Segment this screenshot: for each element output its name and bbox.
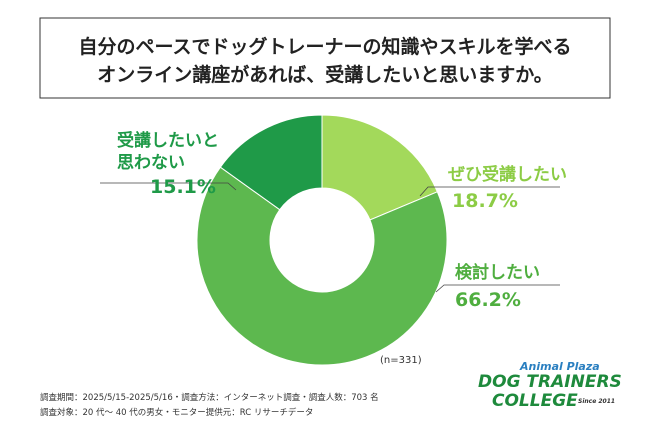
value-label: 18.7%	[452, 190, 518, 212]
leader-line	[435, 284, 560, 293]
title-line: オンライン講座があれば、受講したいと思いますか。	[97, 64, 553, 86]
logo-text: COLLEGE	[492, 391, 578, 411]
category-label: 検討したい	[455, 263, 540, 283]
donut-segment	[196, 166, 448, 366]
donut-segment	[219, 114, 323, 211]
category-label: ぜひ受講したい	[448, 165, 567, 185]
value-label: 66.2%	[455, 289, 521, 311]
title-box	[39, 17, 611, 99]
value-label: 15.1%	[150, 176, 216, 198]
footnote: 調査対象：20 代〜 40 代の男女・モニター提供元：RC リサーチデータ	[40, 408, 314, 418]
donut-segment	[321, 114, 438, 221]
logo-text: DOG TRAINERS	[478, 372, 622, 392]
footnote: 調査期間：2025/5/15-2025/5/16・調査方法：インターネット調査・…	[40, 393, 379, 403]
leader-line	[419, 186, 560, 197]
leader-line	[100, 182, 237, 191]
donut	[196, 114, 448, 366]
category-label: 受講したいと思わない	[117, 131, 219, 173]
sample-size: (n=331)	[380, 355, 422, 366]
logo-text: Animal Plaza	[520, 360, 600, 373]
logo-text: Since 2011	[578, 398, 616, 405]
title-line: 自分のペースでドッグトレーナーの知識やスキルを学べる	[78, 36, 572, 58]
